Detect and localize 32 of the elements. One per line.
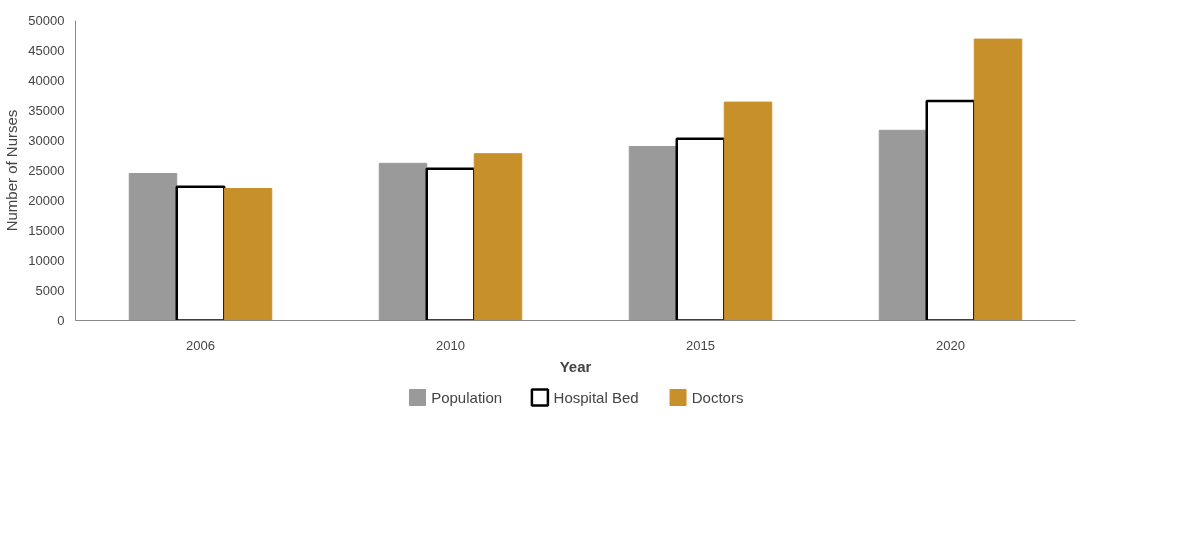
legend-label: Population — [431, 389, 503, 406]
legend-label: Doctors — [691, 389, 744, 406]
y-tick-label: 50000 — [28, 13, 65, 28]
legend-label: Hospital Bed — [553, 389, 639, 406]
y-tick-label: 40000 — [28, 73, 65, 88]
y-tick-label: 35000 — [28, 103, 65, 118]
x-tick-label: 2010 — [436, 337, 465, 353]
y-tick-label: 5000 — [35, 283, 65, 298]
bar — [675, 137, 726, 321]
bar — [925, 99, 976, 321]
bar — [473, 153, 523, 321]
y-tick-label: 30000 — [28, 133, 65, 148]
x-tick-label: 2006 — [186, 337, 215, 353]
bar — [175, 185, 226, 321]
bar — [128, 173, 178, 321]
x-axis-title: Year — [559, 357, 592, 375]
y-tick-label: 15000 — [28, 223, 65, 238]
bar — [425, 167, 476, 321]
y-axis-title: Number of Nurses — [3, 109, 21, 232]
y-tick-label: 45000 — [28, 43, 65, 58]
bar — [973, 38, 1023, 321]
x-tick-label: 2015 — [686, 337, 715, 353]
x-tick-label: 2020 — [936, 337, 965, 353]
bar — [878, 129, 928, 321]
y-tick-label: 10000 — [28, 253, 65, 268]
bar — [723, 101, 773, 321]
bar — [628, 146, 678, 321]
bar — [378, 162, 428, 321]
bar — [223, 188, 273, 321]
y-tick-label: 20000 — [28, 193, 65, 208]
y-tick-label: 25000 — [28, 163, 65, 178]
y-tick-label: 0 — [57, 313, 65, 328]
